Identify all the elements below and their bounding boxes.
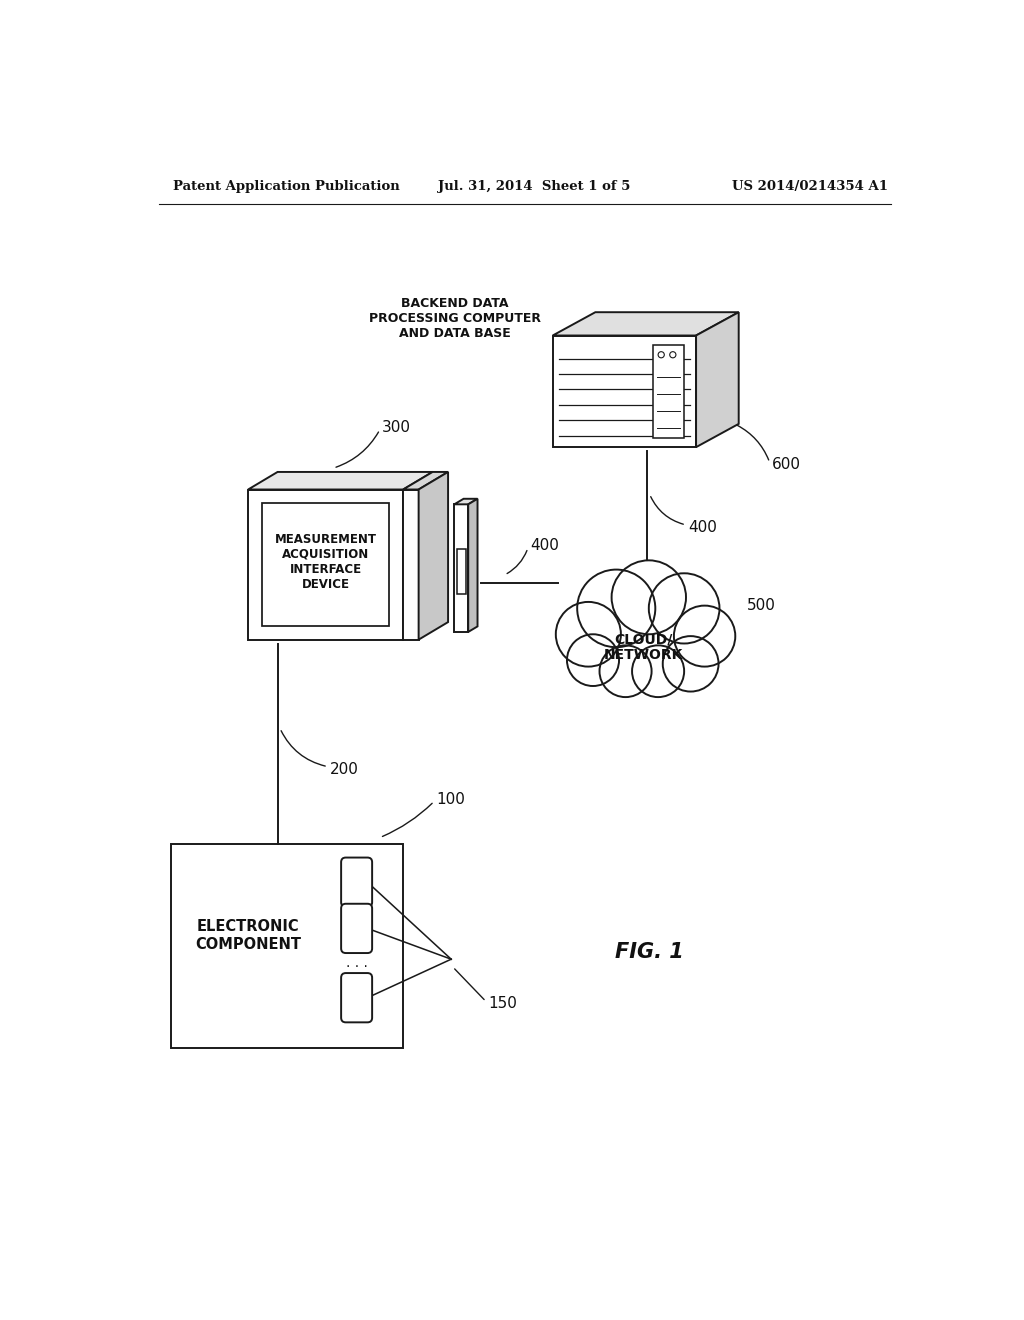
Circle shape [578,570,655,647]
Polygon shape [455,499,477,504]
Polygon shape [553,313,738,335]
Text: 100: 100 [436,792,465,807]
Bar [553,335,696,447]
Polygon shape [419,473,449,640]
Polygon shape [403,490,419,640]
Polygon shape [248,473,432,490]
Circle shape [670,351,676,358]
Text: Patent Application Publication: Patent Application Publication [173,181,399,194]
Circle shape [599,645,651,697]
Text: Jul. 31, 2014  Sheet 1 of 5: Jul. 31, 2014 Sheet 1 of 5 [438,181,631,194]
Circle shape [663,636,719,692]
Circle shape [649,573,720,644]
Text: 400: 400 [530,539,559,553]
Bar [457,549,466,594]
Text: CLOUD/
NETWORK: CLOUD/ NETWORK [604,632,683,663]
Text: 200: 200 [331,762,359,776]
Circle shape [658,351,665,358]
Text: MEASUREMENT
ACQUISITION
INTERFACE
DEVICE: MEASUREMENT ACQUISITION INTERFACE DEVICE [274,532,377,590]
FancyBboxPatch shape [341,858,372,907]
Bar [171,843,403,1048]
Text: 500: 500 [746,598,775,612]
Text: 150: 150 [488,997,517,1011]
Text: · · ·: · · · [346,960,368,974]
Circle shape [567,635,620,686]
Polygon shape [248,490,403,640]
Circle shape [674,606,735,667]
Bar [262,503,389,626]
Polygon shape [468,499,477,632]
FancyBboxPatch shape [341,973,372,1022]
Text: ELECTRONIC
COMPONENT: ELECTRONIC COMPONENT [196,919,301,952]
Polygon shape [403,473,449,490]
Text: 400: 400 [688,520,717,535]
Text: 300: 300 [382,420,412,434]
Circle shape [632,645,684,697]
Text: BACKEND DATA
PROCESSING COMPUTER
AND DATA BASE: BACKEND DATA PROCESSING COMPUTER AND DAT… [369,297,541,339]
Polygon shape [455,504,468,632]
Bar [653,345,684,438]
Text: US 2014/0214354 A1: US 2014/0214354 A1 [732,181,889,194]
Text: 600: 600 [772,457,801,473]
Circle shape [556,602,621,667]
Polygon shape [696,313,738,447]
Circle shape [611,561,686,635]
FancyBboxPatch shape [341,904,372,953]
Text: FIG. 1: FIG. 1 [614,941,683,961]
